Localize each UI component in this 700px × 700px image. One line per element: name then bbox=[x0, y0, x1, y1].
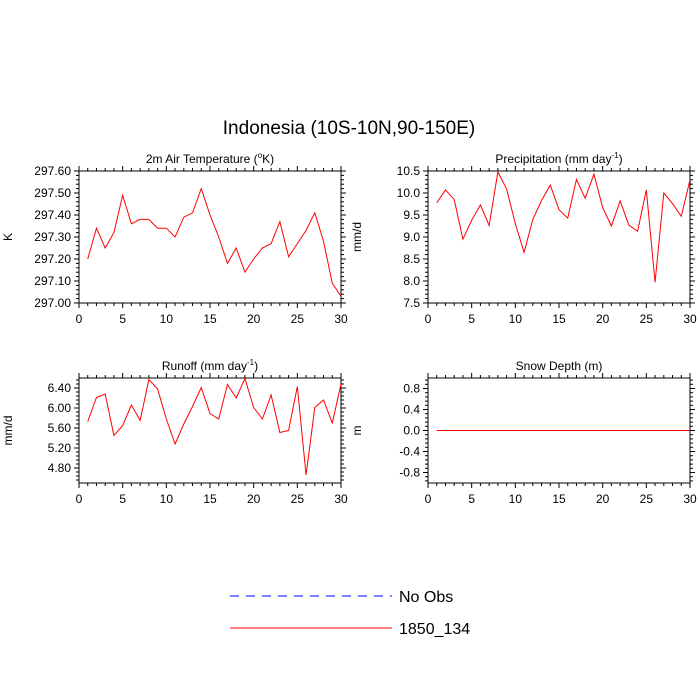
x-tick-label: 10 bbox=[509, 492, 523, 506]
panel-title: Runoff (mm day-1) bbox=[162, 358, 258, 373]
series-line-1850_134 bbox=[87, 377, 342, 476]
panel-title: Snow Depth (m) bbox=[516, 359, 603, 373]
x-tick-label: 5 bbox=[468, 492, 475, 506]
x-tick-label: 10 bbox=[160, 312, 174, 326]
y-tick-label: 10.5 bbox=[397, 164, 421, 178]
x-tick-label: 5 bbox=[119, 312, 126, 326]
x-tick-label: 25 bbox=[640, 312, 654, 326]
y-tick-label: 7.5 bbox=[403, 296, 420, 310]
x-tick-label: 10 bbox=[509, 312, 523, 326]
x-tick-label: 5 bbox=[468, 312, 475, 326]
y-tick-label: 0.4 bbox=[403, 403, 420, 417]
x-tick-label: 25 bbox=[640, 492, 654, 506]
y-tick-label: -0.8 bbox=[399, 466, 420, 480]
figure-title: Indonesia (10S-10N,90-150E) bbox=[223, 118, 475, 139]
y-axis-label: K bbox=[1, 233, 15, 241]
y-tick-label: 6.40 bbox=[48, 381, 72, 395]
y-tick-label: 297.60 bbox=[34, 164, 71, 178]
x-tick-label: 0 bbox=[76, 312, 83, 326]
legend: No Obs 1850_134 bbox=[230, 589, 470, 638]
y-tick-label: 8.0 bbox=[403, 274, 420, 288]
y-tick-label: 297.20 bbox=[34, 252, 71, 266]
y-tick-label: 297.40 bbox=[34, 208, 71, 222]
y-tick-label: 5.20 bbox=[48, 441, 72, 455]
x-tick-label: 30 bbox=[334, 492, 348, 506]
x-tick-label: 15 bbox=[203, 492, 217, 506]
y-tick-label: 6.00 bbox=[48, 401, 72, 415]
panels: 2m Air Temperature (oK) K 0 5 10 15 20 25 30 297.… bbox=[1, 151, 697, 506]
y-tick-label: 0.8 bbox=[403, 382, 420, 396]
x-tick-label: 15 bbox=[203, 312, 217, 326]
panel-runoff: Runoff (mm day-1) mm/d 0 5 10 15 20 25 30 4.80 5.2… bbox=[1, 358, 348, 506]
y-axis-label: mm/d bbox=[350, 222, 364, 252]
panel-title: Precipitation (mm day-1) bbox=[495, 151, 622, 166]
x-tick-label: 20 bbox=[247, 312, 261, 326]
x-tick-label: 0 bbox=[76, 492, 83, 506]
y-tick-label: 0.0 bbox=[403, 424, 420, 438]
y-tick-label: 297.50 bbox=[34, 186, 71, 200]
y-tick-label: -0.4 bbox=[399, 445, 420, 459]
x-tick-label: 25 bbox=[291, 312, 305, 326]
x-tick-label: 20 bbox=[596, 492, 610, 506]
y-tick-label: 8.5 bbox=[403, 252, 420, 266]
y-axis-label: m bbox=[350, 426, 364, 436]
x-tick-label: 0 bbox=[425, 312, 432, 326]
x-tick-label: 20 bbox=[247, 492, 261, 506]
y-tick-label: 297.30 bbox=[34, 230, 71, 244]
y-axis-label: mm/d bbox=[1, 416, 15, 446]
y-tick-label: 297.10 bbox=[34, 274, 71, 288]
x-tick-label: 30 bbox=[334, 312, 348, 326]
y-tick-label: 297.00 bbox=[34, 296, 71, 310]
series-line-1850_134 bbox=[87, 187, 342, 297]
legend-label-no-obs: No Obs bbox=[399, 589, 453, 606]
panel-snow-depth: Snow Depth (m) m 0 5 10 15 20 25 30 -0.8 -0.4 0.0 0.… bbox=[350, 359, 697, 506]
y-tick-label: 9.0 bbox=[403, 230, 420, 244]
legend-label-1850-134: 1850_134 bbox=[399, 621, 470, 638]
x-tick-label: 15 bbox=[552, 492, 566, 506]
panel-precipitation: Precipitation (mm day-1) mm/d 0 5 10 15 20 25 30… bbox=[350, 151, 697, 326]
y-tick-label: 10.0 bbox=[397, 186, 421, 200]
y-tick-label: 4.80 bbox=[48, 461, 72, 475]
x-tick-label: 25 bbox=[291, 492, 305, 506]
panel-title: 2m Air Temperature (oK) bbox=[146, 151, 274, 166]
x-tick-label: 20 bbox=[596, 312, 610, 326]
x-tick-label: 5 bbox=[119, 492, 126, 506]
series-line-1850_134 bbox=[436, 170, 691, 283]
x-tick-label: 30 bbox=[683, 312, 697, 326]
x-tick-label: 30 bbox=[683, 492, 697, 506]
panel-air-temperature: 2m Air Temperature (oK) K 0 5 10 15 20 25 30 297.… bbox=[1, 151, 348, 326]
x-tick-label: 0 bbox=[425, 492, 432, 506]
x-tick-label: 10 bbox=[160, 492, 174, 506]
y-tick-label: 9.5 bbox=[403, 208, 420, 222]
x-tick-label: 15 bbox=[552, 312, 566, 326]
y-tick-label: 5.60 bbox=[48, 421, 72, 435]
